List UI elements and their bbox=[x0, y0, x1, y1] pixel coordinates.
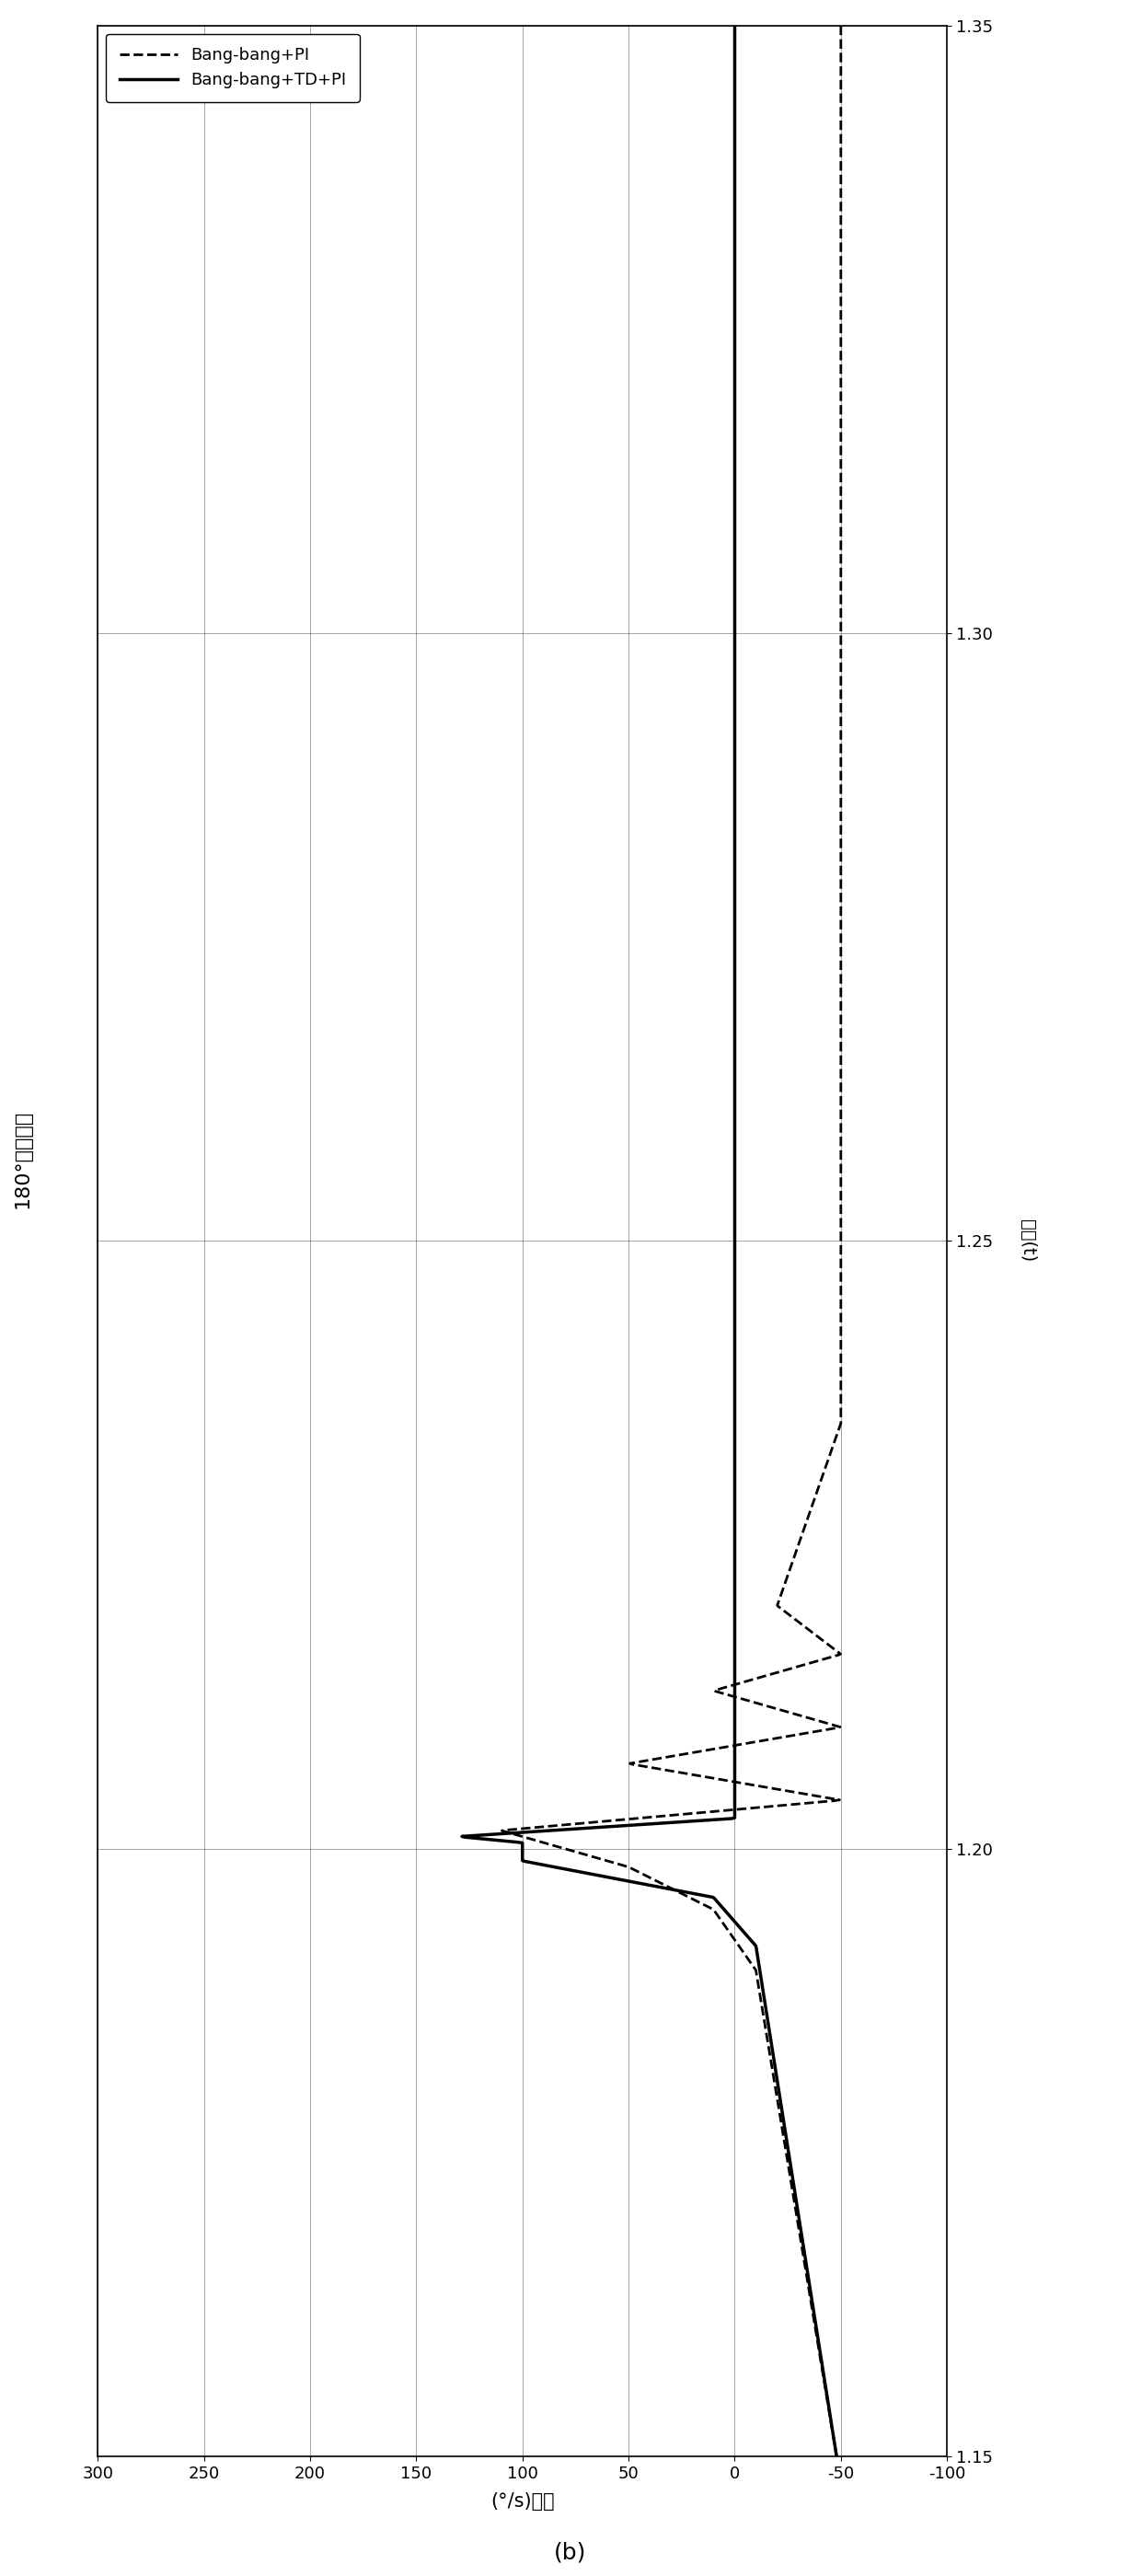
Bang-bang+TD+PI bbox=[728, 57, 742, 88]
Bang-bang+PI bbox=[799, 1510, 812, 1540]
Y-axis label: 时间(t): 时间(t) bbox=[1019, 1218, 1036, 1262]
Bang-bang+TD+PI bbox=[830, 2442, 843, 2473]
Text: 180°调转速度: 180°调转速度 bbox=[14, 1110, 32, 1208]
Bang-bang+PI bbox=[834, 319, 848, 350]
Bang-bang+TD+PI bbox=[728, 319, 742, 350]
Line: Bang-bang+PI: Bang-bang+PI bbox=[502, 26, 841, 2458]
Legend: Bang-bang+PI, Bang-bang+TD+PI: Bang-bang+PI, Bang-bang+TD+PI bbox=[106, 33, 359, 100]
Bang-bang+PI bbox=[834, 1404, 848, 1435]
Bang-bang+TD+PI bbox=[728, 1404, 742, 1435]
Bang-bang+PI bbox=[834, 10, 848, 41]
Bang-bang+PI bbox=[834, 57, 848, 88]
Line: Bang-bang+TD+PI: Bang-bang+TD+PI bbox=[462, 26, 836, 2458]
Bang-bang+TD+PI bbox=[728, 1510, 742, 1540]
Text: (b): (b) bbox=[555, 2540, 586, 2563]
Bang-bang+PI bbox=[830, 2442, 843, 2473]
Bang-bang+PI bbox=[784, 2164, 798, 2195]
X-axis label: (°/s)转率: (°/s)转率 bbox=[491, 2491, 555, 2512]
Bang-bang+TD+PI bbox=[763, 2020, 777, 2050]
Bang-bang+TD+PI bbox=[728, 10, 742, 41]
Bang-bang+PI bbox=[760, 2020, 774, 2050]
Bang-bang+TD+PI bbox=[786, 2164, 800, 2195]
